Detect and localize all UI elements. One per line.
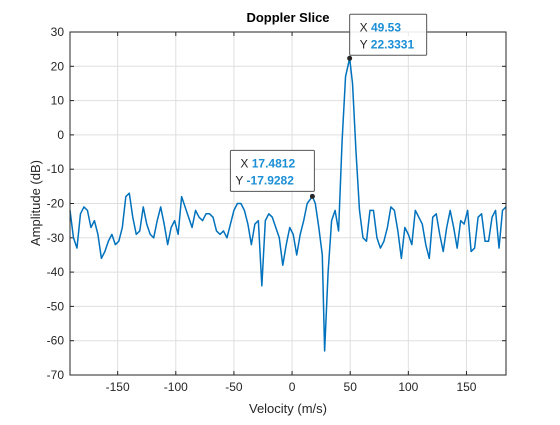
y-tick-label: -10: [47, 162, 65, 176]
datatip-x-value: 17.4812: [252, 156, 296, 170]
y-tick-label: -40: [47, 265, 65, 279]
axes-box: [69, 31, 507, 376]
y-tick-label: 20: [51, 59, 65, 73]
datatip-box: [349, 13, 428, 56]
x-tick-label: 0: [289, 380, 296, 394]
y-tick-label: 10: [51, 94, 65, 108]
datatip-marker: [309, 193, 315, 199]
y-tick-label: -30: [47, 231, 65, 245]
x-tick-label: 100: [398, 380, 418, 394]
datatip-y-value: -17.9282: [247, 173, 295, 187]
datatip-x-label: X: [240, 156, 248, 170]
datatip-x-label: X: [360, 20, 368, 34]
x-tick-label: -150: [106, 380, 130, 394]
x-tick-label: 50: [344, 380, 358, 394]
y-tick-label: -20: [47, 197, 65, 211]
datatip-x: X 49.53: [360, 20, 402, 34]
datatip-y: Y 22.3331: [360, 37, 415, 51]
datatip-y-label: Y: [235, 173, 243, 187]
x-tick-label: -100: [164, 380, 188, 394]
y-tick-label: -60: [47, 334, 65, 348]
datatip-marker: [347, 55, 353, 61]
y-tick-label: 0: [57, 128, 64, 142]
y-tick-label: -70: [47, 368, 65, 382]
y-axis-label: Amplitude (dB): [28, 160, 43, 246]
chart-title: Doppler Slice: [246, 10, 329, 25]
datatip-y: Y -17.9282: [235, 173, 294, 187]
datatip-y-label: Y: [360, 37, 368, 51]
y-tick-label: -50: [47, 299, 65, 313]
datatip-x: X 17.4812: [240, 156, 295, 170]
datatip-x-value: 49.53: [371, 20, 401, 34]
y-tick-label: 30: [51, 25, 65, 39]
datatip-box: [229, 149, 315, 192]
datatip-y-value: 22.3331: [371, 37, 415, 51]
x-axis-label: Velocity (m/s): [249, 401, 327, 416]
x-tick-label: -50: [225, 380, 243, 394]
x-tick-label: 150: [456, 380, 476, 394]
data-line: [69, 57, 507, 352]
